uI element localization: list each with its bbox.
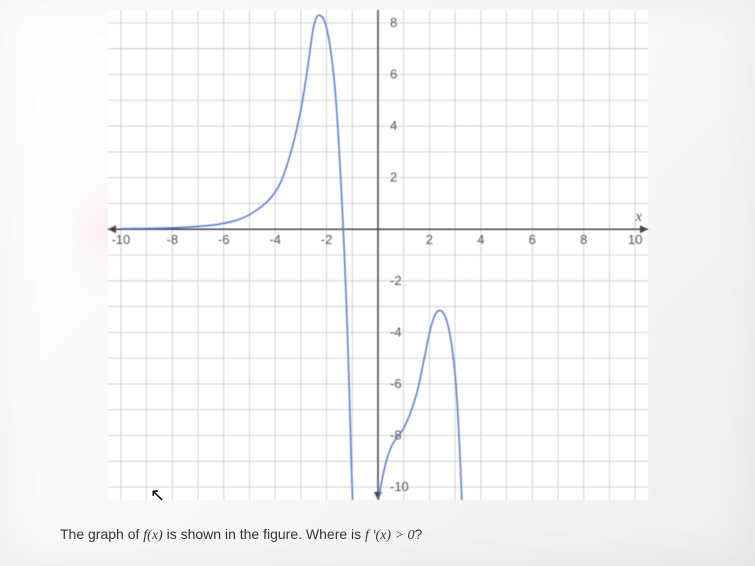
graph-container: -10-8-6-4-2246810-10-8-6-4-22468x <box>108 10 648 505</box>
worksheet-page: -10-8-6-4-2246810-10-8-6-4-22468x ↖ The … <box>0 0 755 566</box>
svg-text:-8: -8 <box>166 232 178 247</box>
svg-text:4: 4 <box>390 118 397 133</box>
svg-text:2: 2 <box>390 170 397 185</box>
svg-text:-10: -10 <box>390 479 409 494</box>
svg-text:-10: -10 <box>111 232 130 247</box>
svg-text:4: 4 <box>477 232 484 247</box>
svg-text:-4: -4 <box>390 324 402 339</box>
function-graph: -10-8-6-4-2246810-10-8-6-4-22468x <box>108 10 648 500</box>
svg-text:6: 6 <box>390 66 397 81</box>
svg-text:x: x <box>634 209 642 225</box>
question-prefix: The graph of <box>60 526 143 542</box>
question-fx: f(x) <box>143 528 162 543</box>
svg-text:8: 8 <box>390 15 397 30</box>
cursor-arrow: ↖ <box>150 485 165 506</box>
svg-text:-6: -6 <box>217 232 229 247</box>
svg-text:2: 2 <box>425 232 432 247</box>
svg-text:-4: -4 <box>269 232 281 247</box>
question-mid: is shown in the figure. Where is <box>163 526 365 542</box>
svg-text:-2: -2 <box>320 232 332 247</box>
svg-text:10: 10 <box>627 232 641 247</box>
question-suffix: ? <box>414 526 422 542</box>
question-text: The graph of f(x) is shown in the figure… <box>60 526 422 544</box>
svg-text:8: 8 <box>580 232 587 247</box>
svg-text:-6: -6 <box>390 376 402 391</box>
svg-text:-2: -2 <box>390 273 402 288</box>
question-fprime: f ′(x) > 0 <box>365 528 414 543</box>
svg-text:6: 6 <box>528 232 535 247</box>
